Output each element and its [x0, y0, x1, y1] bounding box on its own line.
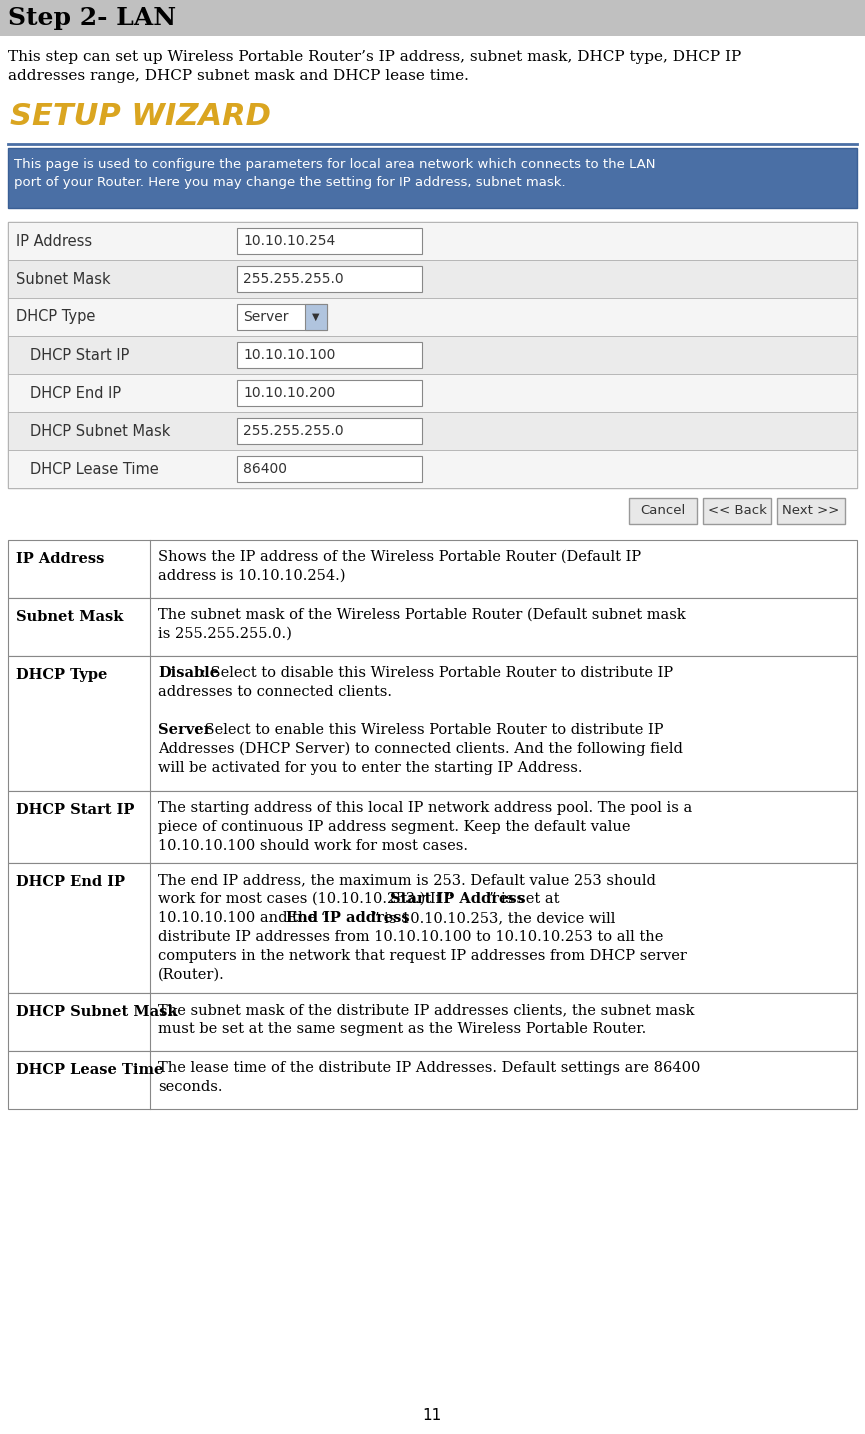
Text: DHCP Start IP: DHCP Start IP [16, 803, 134, 817]
Bar [8, 992, 857, 1051]
Text: 10.10.10.100: 10.10.10.100 [243, 348, 336, 361]
Text: Subnet Mask: Subnet Mask [16, 271, 111, 287]
Bar [237, 456, 422, 482]
Text: Subnet Mask: Subnet Mask [16, 609, 124, 624]
Bar [8, 412, 857, 450]
Text: The starting address of this local IP network address pool. The pool is a: The starting address of this local IP ne… [158, 802, 692, 815]
Text: Next >>: Next >> [782, 505, 840, 518]
Bar [629, 498, 697, 523]
Text: Start IP Address: Start IP Address [390, 892, 525, 906]
Text: Shows the IP address of the Wireless Portable Router (Default IP: Shows the IP address of the Wireless Por… [158, 551, 641, 564]
Text: DHCP Subnet Mask: DHCP Subnet Mask [30, 423, 170, 439]
Bar [305, 304, 327, 330]
Bar [8, 222, 857, 488]
Text: DHCP Subnet Mask: DHCP Subnet Mask [16, 1005, 177, 1020]
Text: ” is set at: ” is set at [490, 892, 560, 906]
Bar [8, 792, 857, 863]
Text: 255.255.255.0: 255.255.255.0 [243, 272, 343, 285]
Text: SETUP WIZARD: SETUP WIZARD [10, 102, 271, 130]
Text: piece of continuous IP address segment. Keep the default value: piece of continuous IP address segment. … [158, 820, 631, 835]
Text: Server: Server [158, 723, 211, 737]
Text: This step can set up Wireless Portable Router’s IP address, subnet mask, DHCP ty: This step can set up Wireless Portable R… [8, 50, 741, 65]
Bar [8, 374, 857, 412]
Text: IP Address: IP Address [16, 552, 105, 566]
Text: Server: Server [243, 310, 289, 324]
Text: address is 10.10.10.254.): address is 10.10.10.254.) [158, 569, 345, 584]
Text: ▼: ▼ [312, 313, 320, 323]
Text: seconds.: seconds. [158, 1080, 222, 1094]
Bar [237, 228, 422, 254]
Bar [8, 655, 857, 792]
Text: DHCP End IP: DHCP End IP [16, 875, 125, 889]
Bar [8, 541, 857, 598]
Text: Addresses (DHCP Server) to connected clients. And the following field: Addresses (DHCP Server) to connected cli… [158, 741, 682, 756]
Text: 10.10.10.100 should work for most cases.: 10.10.10.100 should work for most cases. [158, 839, 468, 853]
Text: 10.10.10.200: 10.10.10.200 [243, 386, 336, 400]
Text: 11: 11 [422, 1408, 442, 1424]
Text: DHCP Lease Time: DHCP Lease Time [30, 462, 159, 476]
Bar [237, 417, 422, 445]
Bar [237, 341, 422, 369]
Text: distribute IP addresses from 10.10.10.100 to 10.10.10.253 to all the: distribute IP addresses from 10.10.10.10… [158, 931, 663, 944]
Text: (Router).: (Router). [158, 968, 225, 982]
Text: Cancel: Cancel [640, 505, 686, 518]
Text: is 255.255.255.0.): is 255.255.255.0.) [158, 627, 292, 641]
Text: ” is 10.10.10.253, the device will: ” is 10.10.10.253, the device will [373, 911, 616, 925]
Text: work for most cases (10.10.10.253.) If “: work for most cases (10.10.10.253.) If “ [158, 892, 453, 906]
Bar [8, 1051, 857, 1108]
Text: 255.255.255.0: 255.255.255.0 [243, 424, 343, 437]
Bar [0, 0, 865, 36]
Bar [703, 498, 771, 523]
Text: This page is used to configure the parameters for local area network which conne: This page is used to configure the param… [14, 158, 656, 171]
Text: DHCP Type: DHCP Type [16, 310, 95, 324]
Text: The subnet mask of the distribute IP addresses clients, the subnet mask: The subnet mask of the distribute IP add… [158, 1002, 695, 1017]
Bar [8, 336, 857, 374]
Text: 86400: 86400 [243, 462, 287, 476]
Bar [8, 260, 857, 298]
Text: 10.10.10.100 and the “: 10.10.10.100 and the “ [158, 911, 328, 925]
Text: addresses range, DHCP subnet mask and DHCP lease time.: addresses range, DHCP subnet mask and DH… [8, 69, 469, 83]
Text: DHCP Start IP: DHCP Start IP [30, 347, 130, 363]
Text: IP Address: IP Address [16, 234, 93, 248]
Bar [8, 298, 857, 336]
Text: computers in the network that request IP addresses from DHCP server: computers in the network that request IP… [158, 949, 687, 964]
Bar [777, 498, 845, 523]
Text: port of your Router. Here you may change the setting for IP address, subnet mask: port of your Router. Here you may change… [14, 176, 566, 189]
Text: must be set at the same segment as the Wireless Portable Router.: must be set at the same segment as the W… [158, 1022, 646, 1035]
Text: Step 2- LAN: Step 2- LAN [8, 6, 176, 30]
Text: DHCP Type: DHCP Type [16, 668, 107, 683]
Bar [237, 265, 422, 293]
Bar [8, 863, 857, 992]
Text: Disable: Disable [158, 665, 219, 680]
Text: The subnet mask of the Wireless Portable Router (Default subnet mask: The subnet mask of the Wireless Portable… [158, 608, 686, 622]
Text: End IP address: End IP address [285, 911, 409, 925]
Bar [237, 380, 422, 406]
Bar [8, 148, 857, 208]
Text: The end IP address, the maximum is 253. Default value 253 should: The end IP address, the maximum is 253. … [158, 873, 656, 888]
Text: << Back: << Back [708, 505, 766, 518]
Text: : Select to enable this Wireless Portable Router to distribute IP: : Select to enable this Wireless Portabl… [195, 723, 663, 737]
Text: addresses to connected clients.: addresses to connected clients. [158, 685, 392, 698]
Text: DHCP End IP: DHCP End IP [30, 386, 121, 400]
Bar [8, 450, 857, 488]
Bar [8, 598, 857, 655]
Bar [237, 304, 327, 330]
Text: : Select to disable this Wireless Portable Router to distribute IP: : Select to disable this Wireless Portab… [202, 665, 674, 680]
Text: DHCP Lease Time: DHCP Lease Time [16, 1063, 163, 1077]
Text: The lease time of the distribute IP Addresses. Default settings are 86400: The lease time of the distribute IP Addr… [158, 1061, 701, 1076]
Text: will be activated for you to enter the starting IP Address.: will be activated for you to enter the s… [158, 761, 582, 774]
Text: 10.10.10.254: 10.10.10.254 [243, 234, 336, 248]
Bar [8, 222, 857, 260]
